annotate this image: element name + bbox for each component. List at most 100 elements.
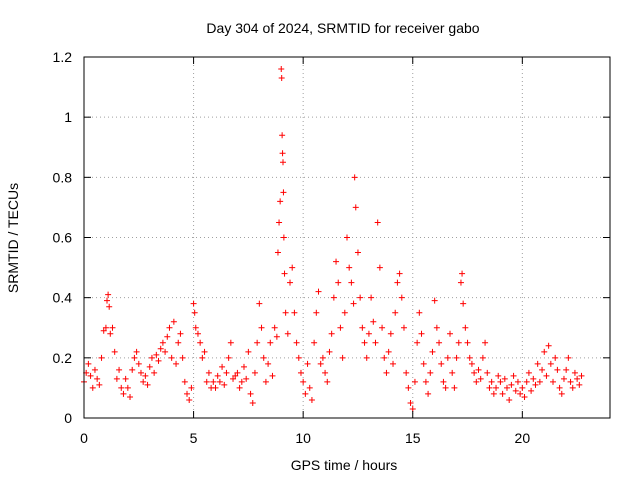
data-point [578, 372, 585, 379]
data-point [477, 375, 484, 382]
data-point [177, 330, 184, 337]
data-point [225, 354, 232, 361]
data-point [471, 369, 478, 376]
data-point [414, 339, 421, 346]
data-point [429, 348, 436, 355]
data-point [251, 369, 258, 376]
data-point [569, 384, 576, 391]
data-point [281, 270, 288, 277]
data-point [243, 375, 250, 382]
data-point [302, 390, 309, 397]
data-point [277, 198, 284, 205]
data-point [383, 369, 390, 376]
data-point [212, 384, 219, 391]
data-point [289, 264, 296, 271]
data-point [91, 366, 98, 373]
data-point [508, 381, 515, 388]
data-point [262, 378, 269, 385]
data-point [144, 381, 151, 388]
y-axis-label: SRMTID / TECUs [5, 183, 21, 293]
data-point [129, 366, 136, 373]
data-point [267, 339, 274, 346]
y-tick-label: 1 [64, 109, 72, 125]
data-point [333, 258, 340, 265]
data-point [576, 381, 583, 388]
data-point [234, 369, 241, 376]
data-point [190, 300, 197, 307]
data-point [517, 390, 524, 397]
data-point [131, 354, 138, 361]
data-point [315, 288, 322, 295]
data-point [319, 354, 326, 361]
data-point [337, 324, 344, 331]
y-tick-labels: 0 0.2 0.4 0.6 0.8 1 1.2 [53, 49, 73, 426]
data-point [493, 384, 500, 391]
x-tick-label: 15 [405, 430, 421, 446]
data-point [385, 348, 392, 355]
data-point [245, 348, 252, 355]
data-point [127, 393, 134, 400]
data-point [293, 339, 300, 346]
data-point [451, 384, 458, 391]
data-point [545, 342, 552, 349]
data-point [291, 309, 298, 316]
data-point [173, 360, 180, 367]
data-point [94, 375, 101, 382]
data-point [179, 354, 186, 361]
data-point [146, 363, 153, 370]
data-point [392, 309, 399, 316]
data-point [479, 354, 486, 361]
data-point [442, 384, 449, 391]
data-point [274, 249, 281, 256]
data-point [396, 270, 403, 277]
data-point [118, 384, 125, 391]
data-point [120, 390, 127, 397]
data-point [304, 360, 311, 367]
data-point [475, 366, 482, 373]
x-tick-label: 0 [80, 430, 88, 446]
data-point [359, 324, 366, 331]
data-point [153, 351, 160, 358]
data-point [532, 381, 539, 388]
data-point [486, 384, 493, 391]
data-point [105, 291, 112, 298]
data-point [541, 348, 548, 355]
data-point [223, 369, 230, 376]
y-tick-label: 0.6 [53, 230, 73, 246]
data-point [221, 381, 228, 388]
data-point [199, 354, 206, 361]
x-tick-labels: 0 5 10 15 20 [80, 430, 530, 446]
data-point [460, 300, 467, 307]
data-point [181, 378, 188, 385]
data-point [96, 381, 103, 388]
data-point [519, 384, 526, 391]
data-point [326, 348, 333, 355]
chart-title: Day 304 of 2024, SRMTID for receiver gab… [206, 20, 479, 36]
data-point [100, 327, 107, 334]
data-point [346, 264, 353, 271]
data-point [534, 360, 541, 367]
axis-ticks [83, 56, 610, 419]
data-point [148, 354, 155, 361]
data-point [89, 384, 96, 391]
data-point [109, 324, 116, 331]
data-point [124, 384, 131, 391]
data-point [558, 390, 565, 397]
data-point [431, 297, 438, 304]
data-point [205, 369, 212, 376]
data-point [530, 375, 537, 382]
data-point [188, 384, 195, 391]
data-point [122, 375, 129, 382]
data-point [284, 330, 291, 337]
data-point [113, 375, 120, 382]
data-point [170, 318, 177, 325]
data-point [405, 384, 412, 391]
data-point [184, 390, 191, 397]
data-point [249, 399, 256, 406]
data-point [311, 339, 318, 346]
data-point [339, 354, 346, 361]
data-point [567, 378, 574, 385]
data-point [459, 270, 466, 277]
data-point [455, 339, 462, 346]
